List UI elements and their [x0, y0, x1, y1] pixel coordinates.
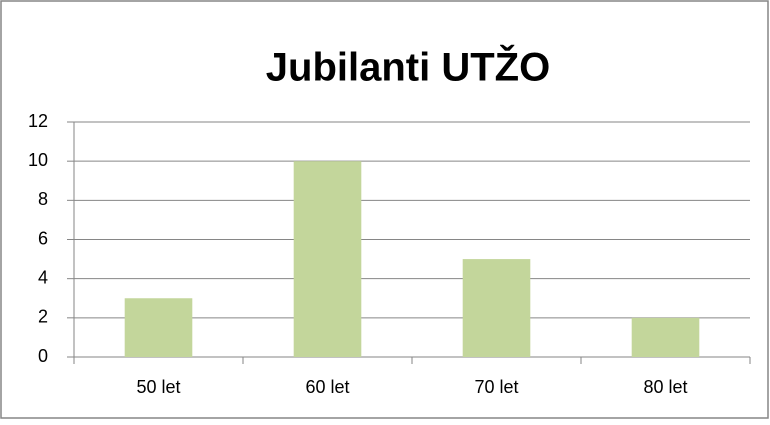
y-tick-label: 4 [38, 267, 48, 287]
x-tick-label: 80 let [643, 377, 687, 397]
x-tick-label: 70 let [474, 377, 518, 397]
bar [462, 259, 531, 357]
bar [293, 161, 362, 357]
bar [631, 317, 700, 357]
y-tick-label: 12 [28, 111, 48, 131]
y-tick-label: 10 [28, 150, 48, 170]
y-tick-label: 6 [38, 228, 48, 248]
bar [124, 298, 193, 357]
y-tick-label: 2 [38, 307, 48, 327]
y-tick-label: 0 [38, 346, 48, 366]
y-tick-label: 8 [38, 189, 48, 209]
x-tick-label: 50 let [136, 377, 180, 397]
chart-title: Jubilanti UTŽO [266, 44, 550, 90]
x-tick-label: 60 let [305, 377, 349, 397]
